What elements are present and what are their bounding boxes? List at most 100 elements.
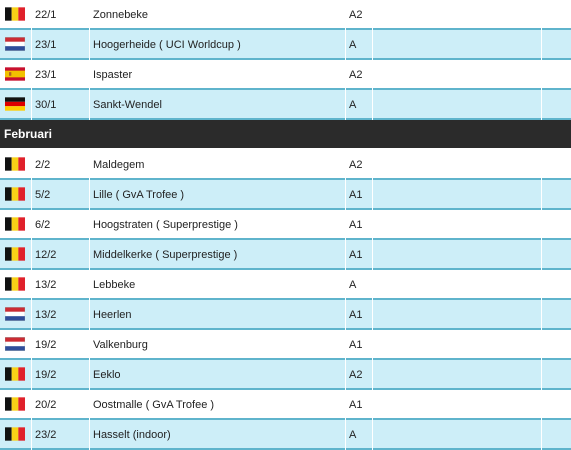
date-cell: 19/2 bbox=[32, 360, 89, 390]
race-category: A2 bbox=[349, 69, 363, 81]
empty-cell bbox=[542, 300, 571, 330]
date-cell: 23/1 bbox=[32, 30, 89, 60]
flag-cell bbox=[0, 270, 31, 300]
category-cell: A bbox=[346, 270, 372, 300]
race-name: Heerlen bbox=[93, 309, 132, 321]
race-row: 2/2 Maldegem A2 bbox=[0, 150, 571, 180]
empty-cell bbox=[373, 300, 541, 330]
empty-cell bbox=[373, 150, 541, 180]
date-cell: 13/2 bbox=[32, 300, 89, 330]
race-row: 19/2 Valkenburg A1 bbox=[0, 330, 571, 360]
date-cell: 5/2 bbox=[32, 180, 89, 210]
race-category: A1 bbox=[349, 249, 363, 261]
race-category: A1 bbox=[349, 399, 363, 411]
empty-cell bbox=[373, 30, 541, 60]
empty-cell bbox=[373, 330, 541, 360]
empty-cell bbox=[542, 420, 571, 450]
flag-cell bbox=[0, 210, 31, 240]
race-category: A bbox=[349, 279, 357, 291]
february-rows: 2/2 Maldegem A2 5/2 Lille ( GvA Trofee )… bbox=[0, 150, 571, 450]
belgium-flag-icon bbox=[5, 367, 25, 381]
date-cell: 30/1 bbox=[32, 90, 89, 120]
race-category: A1 bbox=[349, 309, 363, 321]
flag-cell bbox=[0, 150, 31, 180]
race-category: A bbox=[349, 99, 357, 111]
category-cell: A bbox=[346, 30, 372, 60]
race-cell: Hasselt (indoor) bbox=[90, 420, 345, 450]
race-cell: Sankt-Wendel bbox=[90, 90, 345, 120]
belgium-flag-icon bbox=[5, 157, 25, 171]
empty-cell bbox=[373, 180, 541, 210]
race-name: Oostmalle ( GvA Trofee ) bbox=[93, 399, 215, 411]
race-date: 12/2 bbox=[35, 249, 57, 261]
race-name: Hoogstraten ( Superprestige ) bbox=[93, 219, 238, 231]
race-date: 23/1 bbox=[35, 39, 57, 51]
flag-cell bbox=[0, 360, 31, 390]
flag-cell bbox=[0, 60, 31, 90]
race-category: A bbox=[349, 429, 357, 441]
month-title: Februari bbox=[4, 127, 53, 141]
race-cell: Oostmalle ( GvA Trofee ) bbox=[90, 390, 345, 420]
race-category: A2 bbox=[349, 159, 363, 171]
race-cell: Heerlen bbox=[90, 300, 345, 330]
race-date: 23/1 bbox=[35, 69, 57, 81]
race-name: Lebbeke bbox=[93, 279, 136, 291]
race-date: 19/2 bbox=[35, 369, 57, 381]
race-category: A2 bbox=[349, 369, 363, 381]
flag-cell bbox=[0, 0, 31, 30]
race-cell: Ispaster bbox=[90, 60, 345, 90]
category-cell: A2 bbox=[346, 60, 372, 90]
race-category: A1 bbox=[349, 219, 363, 231]
race-category: A1 bbox=[349, 339, 363, 351]
race-row: 6/2 Hoogstraten ( Superprestige ) A1 bbox=[0, 210, 571, 240]
category-cell: A1 bbox=[346, 240, 372, 270]
empty-cell bbox=[542, 210, 571, 240]
race-category: A2 bbox=[349, 9, 363, 21]
spain-flag-icon bbox=[5, 67, 25, 81]
date-cell: 20/2 bbox=[32, 390, 89, 420]
category-cell: A bbox=[346, 420, 372, 450]
flag-cell bbox=[0, 240, 31, 270]
race-name: Sankt-Wendel bbox=[93, 99, 162, 111]
race-row: 23/1 Hoogerheide ( UCI Worldcup ) A bbox=[0, 30, 571, 60]
empty-cell bbox=[373, 270, 541, 300]
belgium-flag-icon bbox=[5, 7, 25, 21]
belgium-flag-icon bbox=[5, 427, 25, 441]
category-cell: A1 bbox=[346, 180, 372, 210]
race-name: Hasselt (indoor) bbox=[93, 429, 171, 441]
date-cell: 6/2 bbox=[32, 210, 89, 240]
race-name: Maldegem bbox=[93, 159, 145, 171]
belgium-flag-icon bbox=[5, 217, 25, 231]
race-cell: Eeklo bbox=[90, 360, 345, 390]
flag-cell bbox=[0, 330, 31, 360]
empty-cell bbox=[373, 420, 541, 450]
race-row: 19/2 Eeklo A2 bbox=[0, 360, 571, 390]
date-cell: 13/2 bbox=[32, 270, 89, 300]
empty-cell bbox=[542, 0, 571, 30]
empty-cell bbox=[542, 240, 571, 270]
category-cell: A1 bbox=[346, 390, 372, 420]
empty-cell bbox=[542, 150, 571, 180]
january-rows: 22/1 Zonnebeke A2 23/1 Hoogerheide ( UCI… bbox=[0, 0, 571, 120]
race-row: 5/2 Lille ( GvA Trofee ) A1 bbox=[0, 180, 571, 210]
date-cell: 19/2 bbox=[32, 330, 89, 360]
race-cell: Maldegem bbox=[90, 150, 345, 180]
date-cell: 23/2 bbox=[32, 420, 89, 450]
race-row: 12/2 Middelkerke ( Superprestige ) A1 bbox=[0, 240, 571, 270]
belgium-flag-icon bbox=[5, 187, 25, 201]
empty-cell bbox=[373, 90, 541, 120]
category-cell: A1 bbox=[346, 300, 372, 330]
race-row: 13/2 Lebbeke A bbox=[0, 270, 571, 300]
race-cell: Middelkerke ( Superprestige ) bbox=[90, 240, 345, 270]
race-cell: Hoogstraten ( Superprestige ) bbox=[90, 210, 345, 240]
netherlands-flag-icon bbox=[5, 37, 25, 51]
empty-cell bbox=[373, 210, 541, 240]
netherlands-flag-icon bbox=[5, 307, 25, 321]
empty-cell bbox=[542, 60, 571, 90]
flag-cell bbox=[0, 420, 31, 450]
empty-cell bbox=[542, 30, 571, 60]
empty-cell bbox=[542, 270, 571, 300]
empty-cell bbox=[373, 0, 541, 30]
belgium-flag-icon bbox=[5, 397, 25, 411]
empty-cell bbox=[373, 360, 541, 390]
